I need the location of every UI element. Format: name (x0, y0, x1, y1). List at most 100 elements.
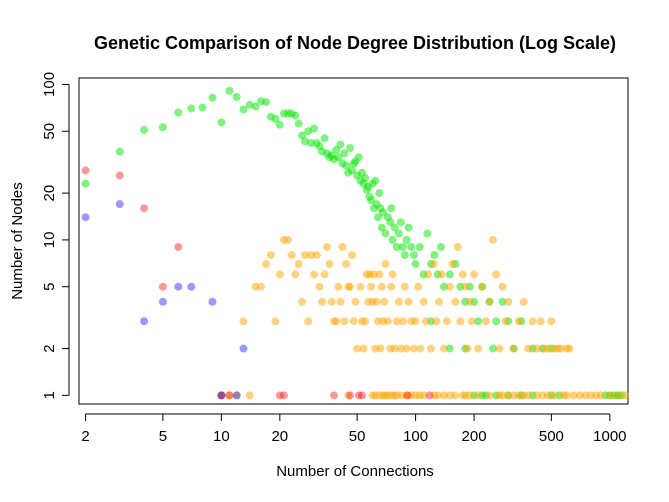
data-point (232, 391, 241, 400)
data-point (354, 153, 363, 162)
data-point (376, 344, 385, 353)
data-point (543, 391, 552, 400)
data-point (429, 260, 438, 268)
data-point (375, 189, 384, 198)
data-point (298, 131, 306, 140)
data-point (232, 391, 241, 400)
data-point (356, 282, 365, 291)
data-point (346, 282, 355, 291)
data-point (388, 270, 397, 279)
data-point (409, 251, 418, 259)
data-point (187, 104, 196, 113)
data-point (158, 282, 167, 291)
data-point (440, 344, 448, 353)
data-point (402, 344, 411, 353)
data-point (394, 229, 403, 238)
data-point (174, 243, 183, 251)
data-point (307, 251, 316, 259)
data-point (174, 282, 183, 291)
data-point (217, 118, 226, 127)
x-tick-label: 200 (462, 428, 487, 445)
y-axis: 1 2 5 10 20 50 100 (41, 72, 70, 400)
data-point (371, 176, 380, 185)
data-point (239, 344, 248, 353)
data-point (318, 297, 327, 306)
data-point (327, 297, 336, 306)
data-point (275, 391, 284, 400)
data-point (338, 243, 347, 251)
data-point (307, 139, 316, 147)
data-point (411, 317, 420, 326)
data-point (465, 391, 474, 400)
data-point (621, 391, 630, 400)
y-tick-label: 1 (41, 391, 58, 399)
x-axis-label: Number of Connections (276, 463, 434, 480)
data-point (402, 235, 411, 244)
data-point (498, 282, 507, 291)
data-point (398, 317, 407, 326)
y-tick-label: 100 (41, 72, 58, 97)
y-tick-label: 2 (41, 344, 58, 352)
data-point (298, 297, 306, 306)
series-2 (81, 166, 434, 400)
data-point (453, 243, 462, 251)
data-point (492, 317, 501, 326)
data-point (543, 344, 552, 353)
data-point (115, 171, 124, 180)
data-point (187, 282, 196, 291)
data-point (334, 153, 343, 162)
x-tick-label: 10 (213, 428, 230, 445)
data-point (271, 317, 280, 326)
data-point (346, 144, 355, 152)
data-point (301, 137, 310, 146)
x-tick-label: 1000 (593, 428, 626, 445)
data-point (217, 391, 226, 400)
data-point (432, 317, 441, 326)
data-point (225, 86, 234, 95)
data-point (115, 147, 124, 156)
data-point (474, 317, 483, 326)
data-point (562, 391, 571, 400)
data-point (565, 344, 574, 353)
data-point (575, 391, 584, 400)
data-point (353, 344, 362, 353)
data-point (436, 243, 445, 251)
data-point (380, 297, 389, 306)
y-tick-label: 10 (41, 232, 58, 249)
data-point (275, 120, 284, 129)
data-point (440, 282, 448, 291)
data-point (225, 391, 234, 400)
data-point (396, 218, 405, 227)
data-point (440, 391, 448, 400)
data-point (430, 251, 439, 259)
data-point (524, 344, 533, 353)
data-point (140, 125, 149, 134)
data-point (279, 391, 288, 400)
data-point (342, 161, 351, 170)
data-point (81, 179, 90, 188)
x-tick-label: 5 (159, 428, 167, 445)
data-point (445, 270, 454, 279)
data-point (451, 297, 460, 306)
data-point (323, 243, 331, 251)
data-point (208, 93, 217, 102)
data-point (421, 317, 430, 326)
data-point (257, 282, 265, 291)
data-point (407, 243, 416, 251)
data-point (419, 297, 428, 306)
data-point (81, 166, 90, 175)
data-point (442, 317, 451, 326)
data-point (310, 124, 318, 133)
data-point (514, 317, 523, 326)
data-point (416, 344, 425, 353)
x-tick-label: 100 (403, 428, 428, 445)
data-point (400, 251, 409, 259)
data-point (158, 123, 167, 132)
data-point (359, 344, 368, 353)
data-point (344, 391, 353, 400)
data-point (388, 235, 397, 244)
data-point (287, 251, 296, 259)
data-point (419, 391, 428, 400)
data-point (394, 297, 403, 306)
x-axis: 2 5 10 20 50 100 200 500 1000 (81, 413, 627, 445)
